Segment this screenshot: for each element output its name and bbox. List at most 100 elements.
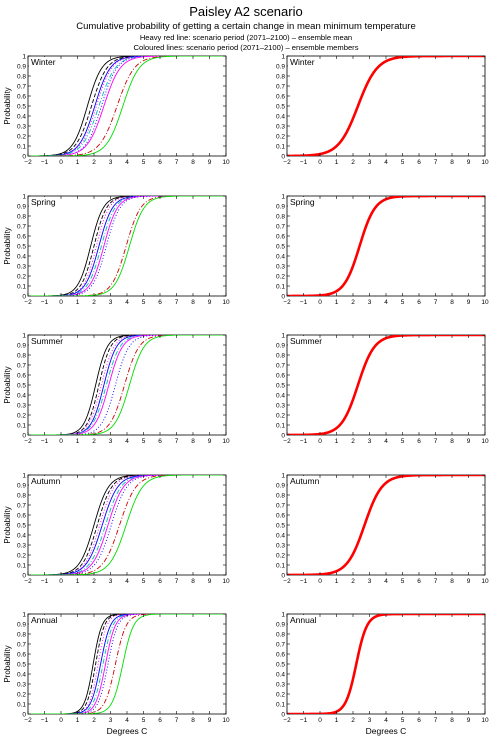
panel-annual-mean: −2 −1 0 1 2 3 4 5 6 7 8 9 10 0 0.1 0.2 0.3 0.4 0.5 0.6 0.7 0.… [276, 611, 489, 736]
y-tick-label: 0.4 [276, 113, 285, 120]
y-tick-label: 1 [22, 332, 26, 339]
panel-autumn-members: −2 −1 0 1 2 3 4 5 6 7 8 9 10 0 0.1 0.2 0.3 0.4 0.5 0.6 0.7 0.… [3, 472, 230, 585]
y-tick-label: 0.4 [276, 532, 285, 539]
season-label-bg [29, 336, 59, 346]
y-tick-label: 0.2 [276, 412, 285, 419]
y-tick-label: 0.5 [17, 382, 26, 389]
y-tick-label: 0.6 [17, 233, 26, 240]
y-tick-label: 0.2 [276, 552, 285, 559]
x-tick-label: 7 [434, 578, 438, 585]
x-tick-label: 1 [76, 578, 80, 585]
x-tick-label: 8 [191, 159, 195, 166]
y-tick-label: 0.8 [17, 73, 26, 80]
x-tick-label: 2 [351, 438, 355, 445]
x-tick-label: 3 [368, 159, 372, 166]
member-line-8 [28, 614, 226, 714]
y-tick-label: 0.8 [17, 352, 26, 359]
x-tick-label: 1 [76, 159, 80, 166]
x-tick-label: 8 [450, 438, 454, 445]
x-tick-label: 4 [125, 717, 129, 724]
y-tick-label: 0.8 [17, 213, 26, 220]
x-tick-label: 9 [467, 299, 471, 306]
season-label: Winter [290, 57, 315, 67]
y-tick-label: 0.7 [17, 641, 26, 648]
y-tick-label: 0.6 [17, 651, 26, 658]
y-tick-label: 0 [281, 572, 285, 579]
y-tick-label: 1 [22, 193, 26, 200]
x-tick-label: 8 [450, 159, 454, 166]
x-tick-label: 4 [384, 299, 388, 306]
x-tick-label: 0 [318, 438, 322, 445]
panel-grid: −2 −1 0 1 2 3 4 5 6 7 8 9 1000.10.20.30.40.50.60.70.… [3, 53, 489, 736]
y-tick-label: 0.7 [17, 223, 26, 230]
y-tick-label: 1 [281, 611, 285, 618]
x-tick-label: 6 [417, 578, 421, 585]
y-tick-label: 0.7 [276, 502, 285, 509]
plot-frame [286, 334, 486, 436]
x-tick-label: 10 [222, 159, 230, 166]
y-tick-label: 0.7 [17, 502, 26, 509]
y-tick-label: 0.2 [276, 691, 285, 698]
x-tick-label: 10 [481, 438, 489, 445]
x-tick-label: 4 [384, 438, 388, 445]
y-tick-label: 1 [22, 472, 26, 479]
x-tick-label: −1 [300, 717, 308, 724]
y-tick-label: 0.8 [276, 492, 285, 499]
x-tick-label: 5 [401, 717, 405, 724]
plot-frame [286, 55, 486, 157]
y-tick-label: 0.1 [276, 422, 285, 429]
plot-frame [27, 613, 227, 715]
season-label-bg [288, 57, 318, 67]
figure-subtitle: Cumulative probability of getting a cert… [76, 21, 416, 32]
x-tick-label: 1 [335, 717, 339, 724]
x-tick-label: −2 [24, 159, 32, 166]
x-tick-label: 6 [158, 438, 162, 445]
x-tick-label: 8 [450, 717, 454, 724]
y-tick-label: 0.8 [276, 352, 285, 359]
x-tick-label: −1 [300, 438, 308, 445]
y-tick-label: 0.1 [276, 143, 285, 150]
x-tick-label: 10 [481, 299, 489, 306]
figure-note-members: Coloured lines: scenario period (2071–21… [134, 43, 359, 52]
y-tick-label: 0.8 [17, 492, 26, 499]
season-label: Spring [290, 197, 315, 207]
x-tick-label: −1 [41, 578, 49, 585]
x-tick-label: 2 [351, 299, 355, 306]
y-tick-label: 0.9 [276, 621, 285, 628]
x-axis-label: Degrees C [366, 726, 407, 736]
y-tick-label: 0.9 [276, 203, 285, 210]
x-tick-label: 5 [401, 438, 405, 445]
y-tick-label: 0.9 [17, 342, 26, 349]
x-tick-label: 3 [109, 578, 113, 585]
plot-frame [286, 474, 486, 576]
y-tick-label: 0 [281, 711, 285, 718]
y-tick-label: 0.6 [276, 512, 285, 519]
x-tick-label: 3 [109, 299, 113, 306]
x-tick-label: −1 [300, 578, 308, 585]
x-tick-label: 2 [92, 159, 96, 166]
x-tick-label: −2 [24, 578, 32, 585]
y-tick-label: 0.3 [17, 123, 26, 130]
y-tick-label: 0.2 [17, 133, 26, 140]
x-tick-label: 9 [467, 159, 471, 166]
y-tick-label: 0.5 [17, 522, 26, 529]
x-tick-label: 3 [109, 717, 113, 724]
x-tick-label: 6 [158, 578, 162, 585]
x-tick-label: 5 [142, 299, 146, 306]
y-tick-label: 0.3 [276, 542, 285, 549]
x-tick-label: 9 [208, 717, 212, 724]
x-tick-label: 3 [368, 717, 372, 724]
y-tick-label: 0.1 [17, 283, 26, 290]
y-tick-label: 0.4 [276, 253, 285, 260]
plot-frame [286, 195, 486, 297]
x-tick-label: 10 [481, 578, 489, 585]
y-tick-label: 0.2 [276, 133, 285, 140]
season-label: Autumn [290, 476, 320, 486]
plot-frame [27, 195, 227, 297]
season-label-bg [288, 336, 318, 346]
y-tick-label: 0.7 [17, 83, 26, 90]
x-tick-label: −2 [24, 717, 32, 724]
x-tick-label: −2 [24, 299, 32, 306]
x-tick-label: 0 [59, 578, 63, 585]
y-tick-label: 0.4 [17, 253, 26, 260]
